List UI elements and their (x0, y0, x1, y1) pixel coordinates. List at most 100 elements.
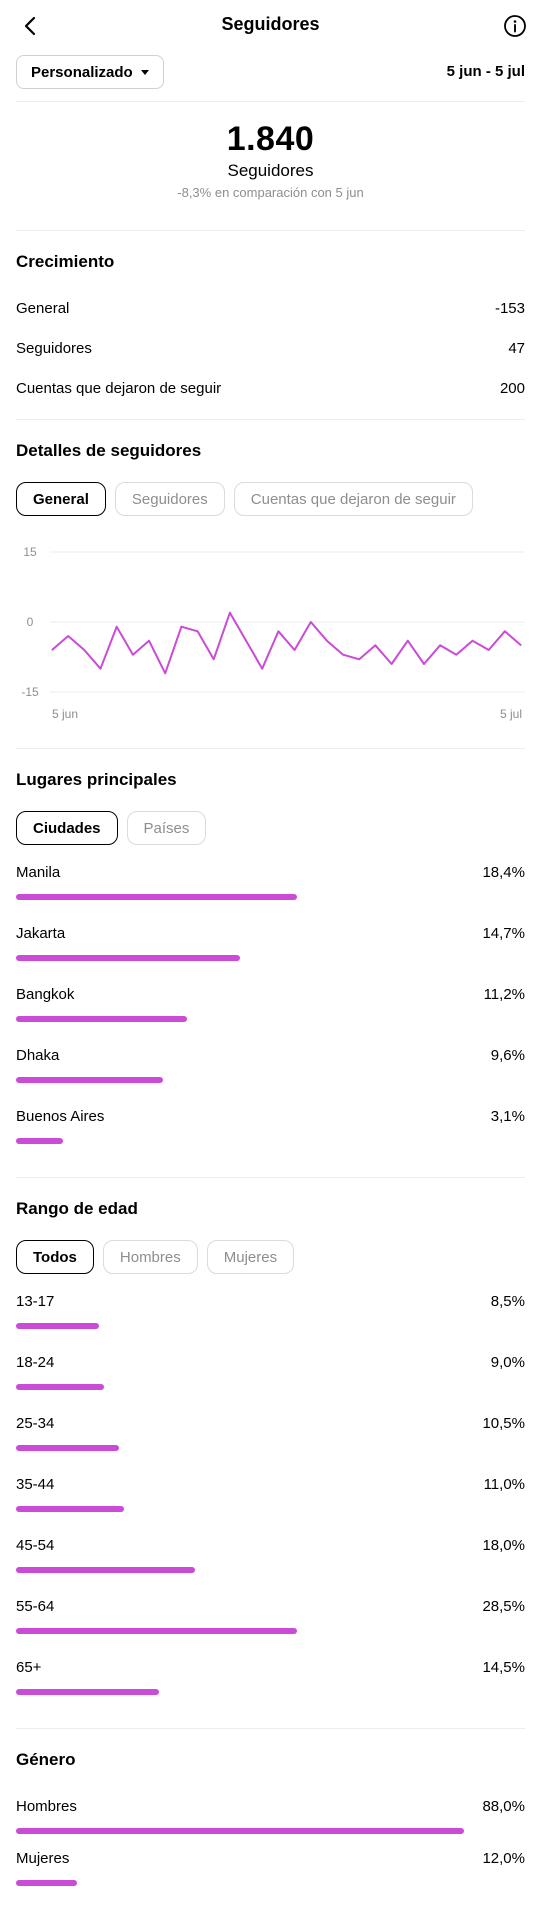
stat-value: -153 (494, 300, 525, 317)
place-label: Manila (16, 864, 61, 881)
age-range-bar-track (16, 1323, 525, 1329)
divider (16, 1728, 525, 1729)
data-point (51, 649, 53, 651)
info-button[interactable] (501, 12, 529, 40)
age-range-bar (16, 1445, 120, 1451)
age-title: Rango de edad (16, 1199, 138, 1218)
age-range-bar (16, 1506, 125, 1512)
y-tick-label: -15 (21, 685, 39, 699)
age-range-bar (16, 1628, 297, 1634)
age-range-label: 65+ (16, 1659, 42, 1676)
gender-label: Hombres (16, 1798, 77, 1815)
tab-general[interactable]: General (16, 482, 106, 516)
follower-total-label: Seguidores (227, 161, 314, 180)
data-point (164, 672, 166, 674)
place-percent: 11,2% (483, 986, 525, 1003)
data-point (326, 640, 328, 642)
age-range-row: 45-54 18,0% (16, 1537, 525, 1581)
age-range-bar (16, 1567, 195, 1573)
place-bar-track (16, 1138, 525, 1144)
place-percent: 9,6% (490, 1047, 525, 1064)
place-percent: 3,1% (490, 1108, 525, 1125)
data-point (439, 644, 441, 646)
age-range-bar (16, 1384, 105, 1390)
divider (16, 1177, 525, 1178)
age-range-percent: 10,5% (482, 1415, 525, 1432)
age-range-label: 45-54 (16, 1537, 55, 1554)
place-bar-track (16, 1016, 525, 1022)
age-range-label: 13-17 (16, 1293, 55, 1310)
age-range-row: 18-24 9,0% (16, 1354, 525, 1398)
period-dropdown[interactable]: Personalizado (16, 55, 164, 89)
age-range-bar-track (16, 1506, 525, 1512)
gender-bar-track (16, 1828, 525, 1834)
age-range-percent: 18,0% (482, 1537, 525, 1554)
place-label: Bangkok (16, 986, 75, 1003)
tab-men[interactable]: Hombres (102, 1240, 198, 1274)
gender-title: Género (16, 1750, 76, 1769)
age-range-bar-track (16, 1689, 525, 1695)
age-range-bar (16, 1323, 99, 1329)
gender-row: Mujeres 12,0% (16, 1850, 525, 1894)
comparison-text: -8,3% en comparación con 5 jun (177, 185, 364, 200)
data-point (294, 649, 296, 651)
data-point (277, 630, 279, 632)
data-point (423, 663, 425, 665)
place-row: Bangkok 11,2% (16, 986, 525, 1030)
age-tabs: Todos Hombres Mujeres (16, 1240, 295, 1274)
info-icon (504, 15, 526, 37)
chevron-left-icon (24, 16, 36, 36)
period-dropdown-label: Personalizado (31, 63, 133, 81)
divider (16, 101, 525, 102)
data-point (504, 630, 506, 632)
series-line (51, 611, 522, 675)
place-bar (16, 1016, 188, 1022)
data-point (229, 612, 231, 614)
back-button[interactable] (14, 10, 46, 42)
age-range-bar (16, 1689, 160, 1695)
data-point (148, 640, 150, 642)
data-point (245, 640, 247, 642)
gender-percent: 88,0% (482, 1798, 525, 1815)
data-point (455, 654, 457, 656)
age-range-percent: 8,5% (490, 1293, 525, 1310)
data-point (358, 658, 360, 660)
places-title: Lugares principales (16, 770, 177, 789)
tab-followers[interactable]: Seguidores (114, 482, 225, 516)
gender-row: Hombres 88,0% (16, 1798, 525, 1842)
growth-title: Crecimiento (16, 252, 115, 271)
place-row: Manila 18,4% (16, 864, 525, 908)
place-bar (16, 1077, 163, 1083)
stat-value: 200 (499, 380, 525, 397)
line-chart-svg: 15 0 -15 5 jun 5 jul (21, 545, 525, 721)
age-range-bar-track (16, 1628, 525, 1634)
age-range-label: 18-24 (16, 1354, 55, 1371)
age-range-row: 65+ 14,5% (16, 1659, 525, 1703)
divider (16, 419, 525, 420)
y-tick-label: 0 (27, 615, 34, 629)
top-bar: Seguidores (0, 0, 541, 50)
place-percent: 18,4% (482, 864, 525, 881)
tab-women[interactable]: Mujeres (206, 1240, 295, 1274)
age-range-percent: 9,0% (490, 1354, 525, 1371)
growth-row-followers: Seguidores 47 (16, 340, 525, 362)
data-point (116, 626, 118, 628)
tab-all[interactable]: Todos (16, 1240, 94, 1274)
data-point (180, 626, 182, 628)
divider (16, 230, 525, 231)
page-title: Seguidores (221, 14, 320, 34)
data-point (374, 644, 376, 646)
data-point (407, 640, 409, 642)
place-bar-track (16, 1077, 525, 1083)
data-point (132, 654, 134, 656)
data-point (471, 640, 473, 642)
tab-cities[interactable]: Ciudades (16, 811, 118, 845)
data-point (197, 630, 199, 632)
tab-countries[interactable]: Países (126, 811, 207, 845)
date-range: 5 jun - 5 jul (446, 63, 525, 80)
age-range-label: 55-64 (16, 1598, 55, 1615)
divider (16, 748, 525, 749)
place-bar-track (16, 894, 525, 900)
tab-unfollows[interactable]: Cuentas que dejaron de seguir (233, 482, 473, 516)
place-row: Jakarta 14,7% (16, 925, 525, 969)
